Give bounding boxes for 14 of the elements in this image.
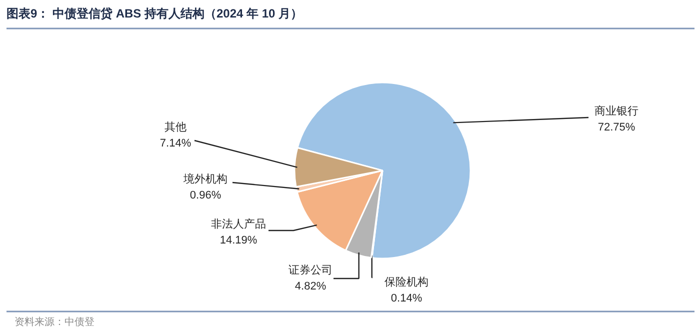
- slice-label: 商业银行: [594, 104, 638, 118]
- slice-label: 非法人产品: [211, 218, 266, 230]
- chart-title: 图表9： 中债登信贷 ABS 持有人结构（2024 年 10 月）: [6, 6, 303, 20]
- data-label: 7.14%: [160, 138, 192, 150]
- data-label: 4.82%: [294, 280, 326, 292]
- slice-label: 证券公司: [288, 264, 332, 276]
- data-label: 72.75%: [598, 122, 636, 134]
- data-label: 0.96%: [190, 190, 222, 202]
- data-label: 14.19%: [220, 234, 258, 246]
- slice-label: 保险机构: [384, 276, 428, 288]
- slice-label: 其他: [164, 120, 186, 134]
- data-label: 0.14%: [390, 292, 422, 304]
- text: 资料来源：中债登: [14, 316, 94, 328]
- slice-label: 境外机构: [182, 172, 228, 186]
